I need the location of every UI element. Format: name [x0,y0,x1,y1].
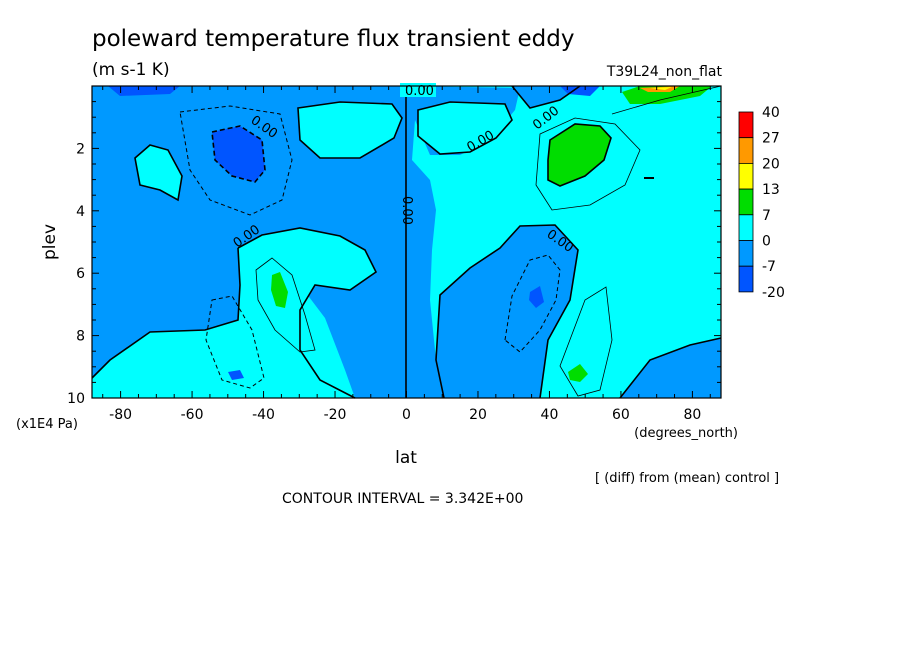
x-tick-label: -80 [109,407,132,423]
fill-negative-region [620,338,721,398]
fill-green-region [548,124,611,186]
x-tick-label: -60 [181,407,204,423]
fill-negative-region [436,225,578,398]
contour-label: 0.00 [399,196,414,225]
colorbar-label: 13 [762,182,780,198]
colorbar-swatch [738,137,754,164]
zero-contour [134,144,183,202]
negative-contour [179,105,293,216]
fill-negative-region [512,86,580,108]
y-tick-label: 8 [76,329,85,345]
diff-note: [ (diff) from (mean) control ] [595,471,779,486]
zero-contour [91,247,241,379]
colorbar-swatch [738,265,754,293]
colorbar-label: 27 [762,131,780,147]
zero-contour [417,101,513,155]
fill-negative-region [345,86,405,102]
chart-units: (m s-1 K) [92,60,170,80]
colorbar-swatch [738,111,754,139]
colorbar-swatch [738,214,754,241]
x-axis: -80 -60 -40 -20 0 20 40 60 80 [102,86,711,423]
zero-contour [619,337,722,399]
y-tick-label: 4 [76,204,85,220]
fill-positive-region [298,102,402,158]
colorbar-label: -20 [762,285,785,301]
contour-interval: CONTOUR INTERVAL = 3.342E+00 [282,491,523,507]
fill-positive-region [418,102,512,154]
fill-green-region [622,86,712,104]
zero-contour [547,123,612,187]
fill-strong-negative [108,86,180,96]
negative-contour [205,295,265,389]
fill-positive-region [442,262,470,278]
negative-contour [504,254,561,353]
x-tick-label: -40 [252,407,275,423]
positive-contour [611,85,722,115]
fill-strong-negative [212,126,265,182]
x-tick-label: 40 [541,407,559,423]
zero-contour [435,224,579,399]
positive-contour [535,117,641,211]
colorbar-swatch [738,240,754,267]
colorbar-label: 20 [762,156,780,172]
colorbar-label: -7 [762,259,776,275]
colorbar-label: 7 [762,208,771,224]
y-tick-label: 2 [76,141,85,157]
negative-contour [211,125,266,183]
fill-yellow-region [650,87,672,90]
y-axis-label: plev [40,224,60,260]
run-label: T39L24_non_flat [606,64,723,80]
positive-contour [559,286,613,397]
zero-contour [511,85,581,109]
x-tick-label: 80 [683,407,701,423]
colorbar: 40 27 20 13 7 0 -7 -20 [738,105,785,301]
x-axis-unit: (degrees_north) [634,426,738,441]
fill-green-region [271,272,288,308]
contour-line-layer [91,85,722,399]
fill-strong-negative [228,370,244,380]
y-tick-label: 6 [76,266,85,282]
fill-strong-negative [529,286,544,308]
colorbar-label: 0 [762,234,771,250]
x-axis-label: lat [395,448,417,468]
y-axis-unit: (x1E4 Pa) [16,417,78,432]
positive-contour [255,257,316,353]
zero-contour [237,227,378,399]
zero-contour [297,101,403,159]
x-tick-label: 60 [612,407,630,423]
y-axis: 2 4 6 8 10 [67,101,721,407]
colorbar-label: 40 [762,105,780,121]
fill-positive-region [238,228,376,398]
colorbar-swatch [738,162,754,190]
colorbar-swatch [738,188,754,216]
contour-label: 0.00 [405,84,434,99]
y-tick-label: 10 [67,391,85,407]
x-tick-label: -20 [324,407,347,423]
x-tick-label: 20 [469,407,487,423]
fill-green-region [568,364,588,382]
chart-title: poleward temperature flux transient eddy [92,26,574,52]
x-tick-label: 0 [402,407,411,423]
